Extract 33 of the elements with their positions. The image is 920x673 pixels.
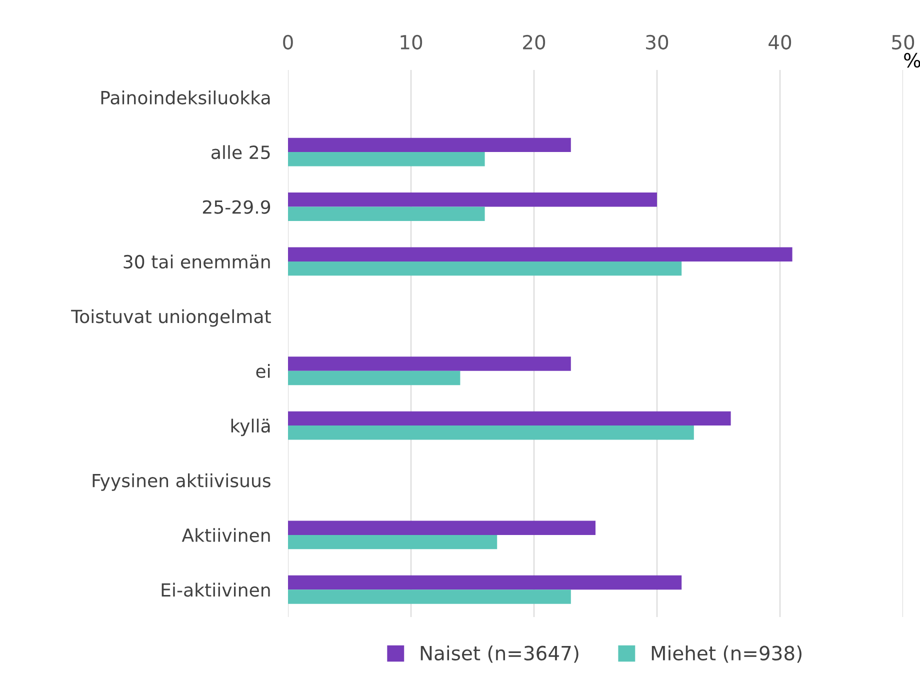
y-tick-label: Ei-aktiivinen bbox=[162, 582, 270, 597]
legend-label: Miehet (n=938) bbox=[652, 645, 802, 663]
y-tick-label: Fyysinen aktiivisuus bbox=[92, 473, 270, 491]
bar bbox=[288, 138, 571, 152]
x-tick-label: 10 bbox=[400, 34, 422, 50]
bar bbox=[288, 411, 731, 426]
y-tick-label: kyllä bbox=[231, 418, 270, 436]
x-tick-label: 20 bbox=[523, 34, 546, 50]
bar bbox=[288, 206, 485, 221]
y-tick-label: 30 tai enemmän bbox=[124, 254, 270, 269]
y-tick-label: 25-29.9 bbox=[202, 200, 270, 214]
y-tick-label: Painoindeksiluokka bbox=[101, 90, 270, 104]
x-tick-label: 40 bbox=[768, 34, 792, 50]
y-tick-label: Aktiivinen bbox=[182, 528, 270, 542]
y-tick-label: ei bbox=[256, 364, 270, 378]
y-tick-label: Toistuvat uniongelmat bbox=[71, 309, 271, 327]
bar bbox=[288, 534, 498, 550]
bar bbox=[288, 426, 694, 440]
bar bbox=[288, 152, 485, 166]
bar bbox=[288, 575, 682, 590]
y-tick-label: alle 25 bbox=[211, 145, 270, 160]
x-axis-title: % bbox=[904, 52, 920, 68]
bar bbox=[288, 261, 682, 276]
x-tick-label: 0 bbox=[283, 34, 293, 50]
bar bbox=[288, 192, 657, 207]
bar bbox=[288, 356, 571, 371]
x-tick-label: 30 bbox=[646, 34, 668, 50]
x-tick-label: 50 bbox=[892, 34, 914, 50]
bar bbox=[288, 370, 460, 386]
bar bbox=[288, 247, 792, 262]
legend-label: Naiset (n=3647) bbox=[420, 645, 578, 663]
bar bbox=[288, 590, 571, 604]
bar bbox=[288, 520, 596, 535]
